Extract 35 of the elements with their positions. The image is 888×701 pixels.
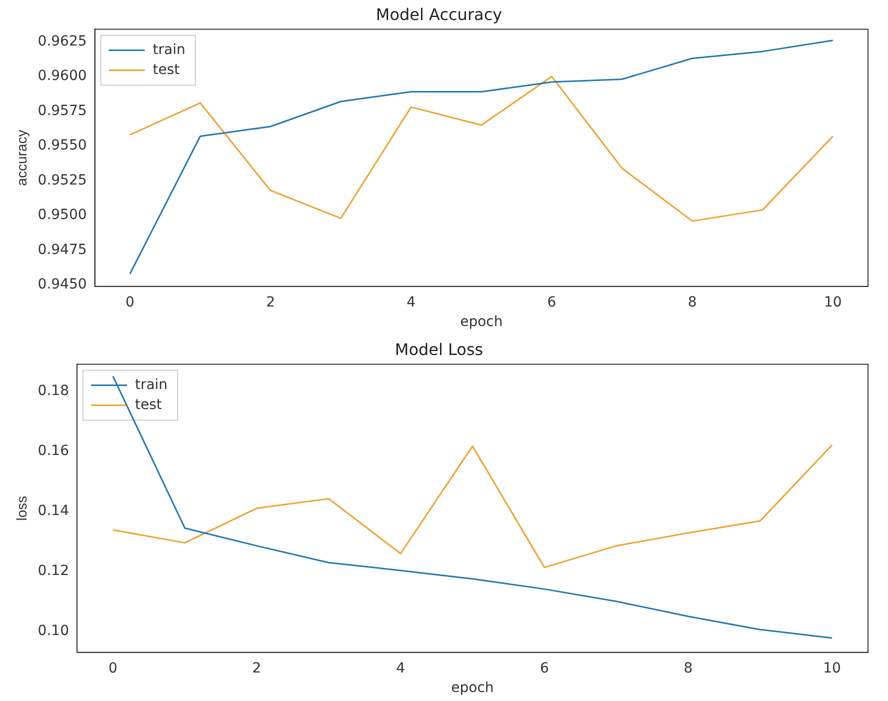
x-tick-label: 4 [396, 660, 406, 676]
x-tick-label: 0 [125, 294, 134, 310]
x-tick-label: 6 [547, 294, 556, 310]
y-tick-label: 0.18 [38, 382, 69, 399]
legend-label: train [134, 376, 168, 393]
x-tick-label: 6 [540, 660, 549, 676]
y-tick-label: 0.9575 [38, 102, 87, 119]
x-tick-label: 8 [688, 294, 697, 310]
chart-title: Model Accuracy [376, 4, 502, 24]
x-tick-label: 2 [266, 294, 275, 310]
y-axis-title: loss [13, 496, 30, 521]
y-tick-label: 0.14 [38, 502, 70, 519]
x-tick-label: 10 [823, 660, 841, 676]
x-tick-label: 2 [252, 660, 262, 676]
y-tick-label: 0.9625 [38, 33, 87, 50]
chart-title: Model Loss [394, 340, 484, 359]
x-axis-title: epoch [451, 680, 494, 696]
legend-label: test [134, 396, 162, 413]
x-axis-title: epoch [460, 314, 503, 330]
y-tick-label: 0.16 [38, 442, 70, 459]
x-tick-label: 10 [824, 294, 842, 310]
y-tick-label: 0.9500 [38, 207, 87, 224]
y-tick-label: 0.9475 [38, 242, 87, 258]
y-tick-label: 0.9525 [38, 172, 87, 188]
legend-label: train [152, 42, 186, 58]
y-axis-title: accuracy [13, 130, 30, 186]
y-tick-label: 0.10 [38, 623, 69, 640]
x-tick-label: 4 [406, 294, 416, 310]
y-tick-label: 0.9450 [38, 276, 87, 293]
y-tick-label: 0.9550 [38, 138, 87, 154]
legend-label: test [152, 62, 180, 78]
y-tick-label: 0.12 [38, 562, 69, 579]
x-tick-label: 0 [108, 660, 118, 676]
x-tick-label: 8 [684, 660, 693, 676]
y-tick-label: 0.9600 [38, 68, 87, 84]
